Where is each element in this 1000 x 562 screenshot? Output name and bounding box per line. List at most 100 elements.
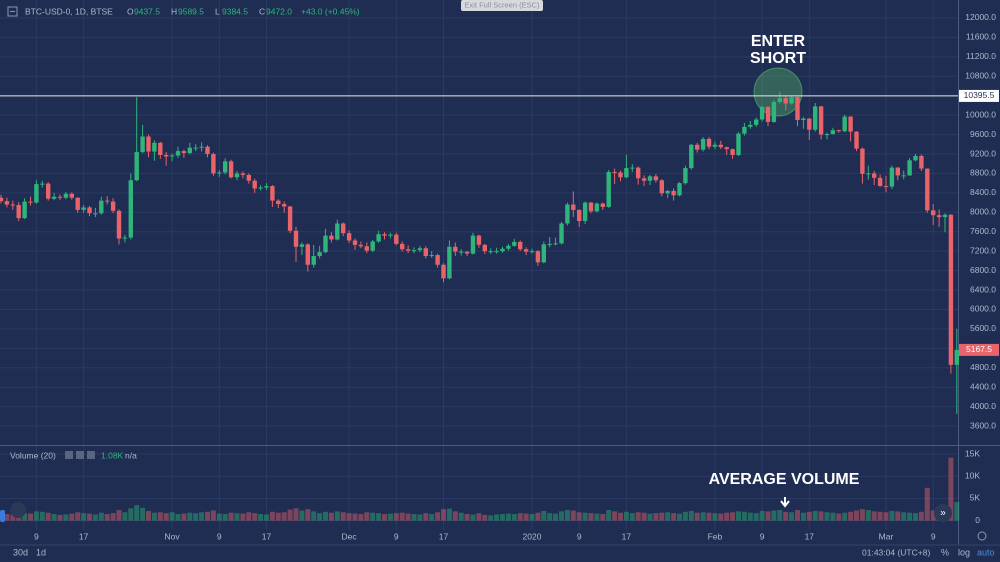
volume-bar: [399, 512, 405, 521]
volume-bar: [765, 511, 771, 521]
icon[interactable]: [87, 451, 95, 459]
volume-bar: [517, 513, 523, 521]
volume-bar: [157, 512, 163, 521]
candle-body: [447, 246, 452, 279]
volume-bar: [523, 513, 529, 521]
volume-bar: [494, 514, 500, 521]
candle-body: [22, 201, 27, 219]
range-button[interactable]: 1d: [36, 547, 46, 557]
exit-button-label[interactable]: Exit Full Screen (ESC): [464, 0, 540, 9]
candle-body: [411, 250, 417, 252]
logo[interactable]: [10, 502, 26, 518]
volume-bar: [281, 512, 287, 521]
candle-body: [476, 235, 482, 245]
scroll-icon[interactable]: »: [940, 508, 946, 519]
bottom-bar: [0, 545, 1000, 562]
candle-body: [529, 251, 535, 253]
settings-icon[interactable]: [977, 531, 987, 541]
candle-body: [346, 233, 352, 241]
candle-body: [925, 168, 930, 211]
volume-bar: [594, 513, 600, 521]
volume-bar: [830, 512, 836, 521]
volume-bar: [22, 513, 28, 521]
y-tick-label: 4800.0: [970, 362, 996, 372]
icon[interactable]: [76, 451, 84, 459]
volume-bar: [671, 513, 677, 521]
candle-body: [754, 119, 759, 125]
volume-bar: [883, 512, 889, 521]
candle-body: [193, 147, 198, 149]
volume-bar: [45, 512, 51, 521]
candle-body: [523, 249, 529, 252]
candle-body: [394, 234, 399, 244]
scale-option[interactable]: log: [958, 547, 970, 557]
candle-body: [600, 203, 605, 207]
candle-body: [329, 235, 334, 240]
candle-body: [299, 244, 305, 247]
collapse-icon[interactable]: [7, 6, 18, 17]
candle-body: [730, 149, 735, 155]
candle-body: [571, 204, 576, 210]
volume-bar: [33, 511, 39, 521]
candle-body: [913, 155, 918, 161]
volume-bar: [759, 510, 765, 521]
exit-button[interactable]: [461, 0, 543, 11]
candle-body: [352, 240, 358, 245]
volume-bar: [836, 513, 842, 521]
candle-body: [936, 215, 942, 218]
candle-body: [417, 248, 423, 251]
candle-body: [606, 171, 611, 207]
volume-bar: [741, 511, 747, 521]
candle-body: [736, 133, 741, 155]
volume-bar: [452, 511, 458, 521]
volume-bar: [623, 511, 629, 521]
annotation: AVERAGE VOLUME: [709, 471, 860, 488]
candle-body: [877, 177, 883, 187]
volume-bar: [635, 512, 641, 521]
volume-bar: [146, 510, 151, 521]
volume-tick-label: 5K: [970, 493, 981, 503]
y-tick-label: 7600.0: [970, 226, 996, 236]
volume-bar: [800, 512, 806, 521]
candle-body: [665, 190, 670, 194]
candle-body: [777, 98, 782, 103]
candle-body: [199, 146, 204, 148]
highlight: [753, 67, 803, 117]
volume-bar: [370, 512, 376, 521]
candle-body: [718, 144, 723, 148]
volume-bar: [216, 513, 222, 521]
candle-body: [311, 256, 316, 265]
volume-bar: [234, 513, 240, 521]
candle-body: [866, 173, 871, 175]
candle-body: [146, 136, 151, 152]
candle-body: [594, 203, 600, 212]
candle-body: [364, 246, 369, 251]
candle-body: [771, 102, 777, 122]
candle-body: [234, 173, 240, 178]
scale-option[interactable]: auto: [977, 547, 995, 557]
volume-bar: [511, 514, 517, 521]
candle-body: [813, 106, 818, 130]
side-tab[interactable]: [0, 510, 5, 522]
y-tick-label: 12000.0: [965, 12, 996, 22]
volume-bar: [818, 511, 824, 521]
symbol[interactable]: BTC-USD-0, 1D, BTSE: [25, 6, 113, 16]
scale-option[interactable]: %: [941, 547, 949, 557]
candle-body: [429, 255, 434, 257]
scroll-button[interactable]: [934, 504, 952, 522]
candle-body: [482, 244, 487, 252]
volume-bar: [859, 509, 865, 521]
volume-bar: [612, 511, 618, 521]
volume-bar: [559, 511, 564, 521]
volume-bar: [771, 510, 777, 521]
icon[interactable]: [65, 451, 73, 459]
candle-body: [842, 116, 847, 132]
candle-body: [423, 248, 428, 257]
volume-bar: [140, 507, 146, 521]
x-tick-label: 17: [439, 531, 449, 541]
volume-bar: [907, 512, 913, 521]
range-button[interactable]: 30d: [13, 547, 28, 557]
candle-body: [854, 131, 859, 149]
candle-body: [376, 234, 381, 242]
